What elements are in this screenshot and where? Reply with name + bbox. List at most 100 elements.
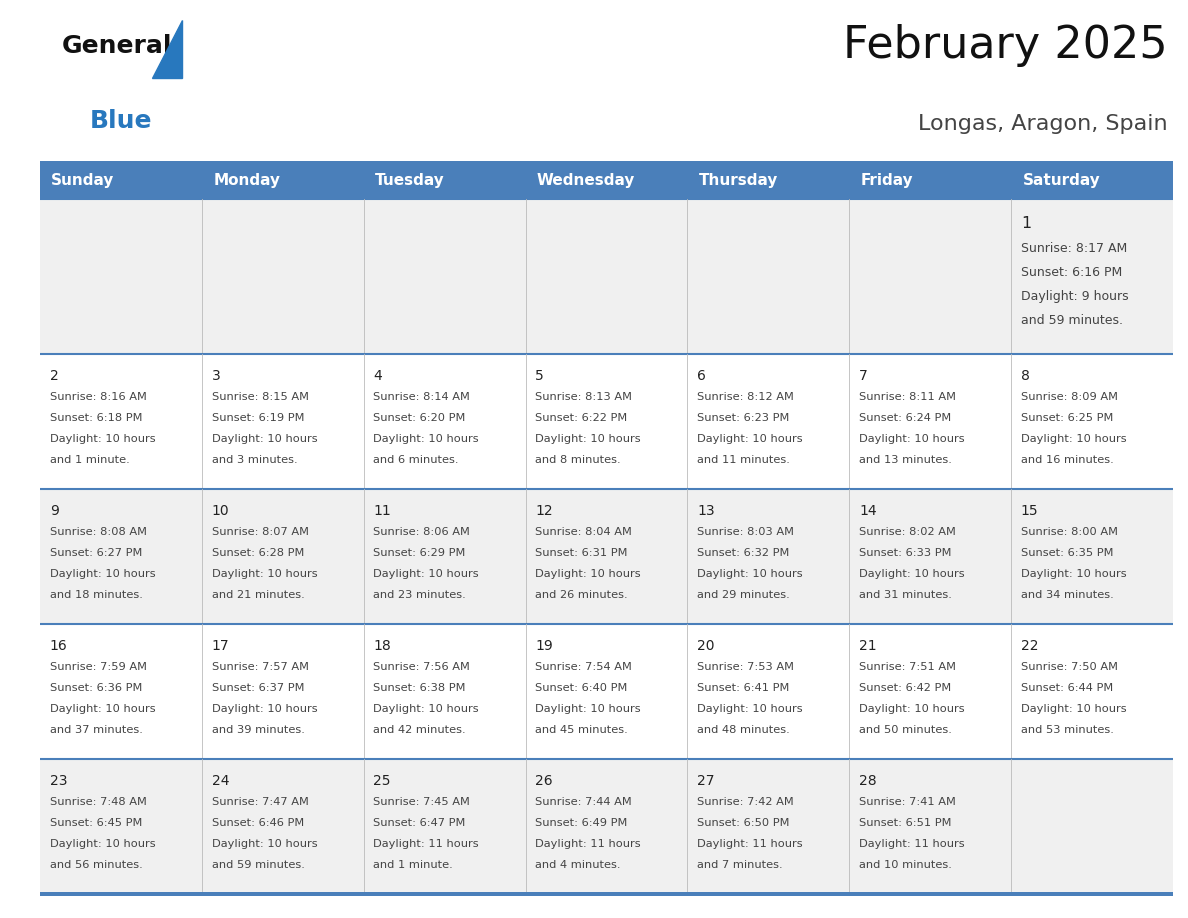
Text: 28: 28 (859, 774, 877, 788)
Text: 2: 2 (50, 369, 58, 383)
Text: 9: 9 (50, 504, 58, 518)
Text: Sunrise: 7:59 AM: Sunrise: 7:59 AM (50, 662, 146, 672)
Text: and 59 minutes.: and 59 minutes. (211, 859, 304, 869)
Text: Daylight: 11 hours: Daylight: 11 hours (536, 839, 640, 848)
Text: 3: 3 (211, 369, 220, 383)
Text: 14: 14 (859, 504, 877, 518)
Text: Sunset: 6:18 PM: Sunset: 6:18 PM (50, 413, 143, 422)
Text: Sunrise: 8:07 AM: Sunrise: 8:07 AM (211, 527, 309, 537)
Text: and 50 minutes.: and 50 minutes. (859, 724, 952, 734)
Text: Daylight: 10 hours: Daylight: 10 hours (697, 568, 803, 578)
Text: Sunset: 6:51 PM: Sunset: 6:51 PM (859, 818, 952, 828)
Text: and 56 minutes.: and 56 minutes. (50, 859, 143, 869)
Text: Daylight: 10 hours: Daylight: 10 hours (50, 568, 156, 578)
Text: Sunset: 6:22 PM: Sunset: 6:22 PM (536, 413, 627, 422)
Text: Sunrise: 7:42 AM: Sunrise: 7:42 AM (697, 797, 794, 807)
Text: Sunrise: 8:08 AM: Sunrise: 8:08 AM (50, 527, 146, 537)
Text: Sunrise: 7:53 AM: Sunrise: 7:53 AM (697, 662, 794, 672)
Text: Daylight: 10 hours: Daylight: 10 hours (211, 568, 317, 578)
Text: Sunrise: 7:56 AM: Sunrise: 7:56 AM (373, 662, 470, 672)
Text: Sunrise: 7:44 AM: Sunrise: 7:44 AM (536, 797, 632, 807)
Text: Sunrise: 8:15 AM: Sunrise: 8:15 AM (211, 392, 309, 402)
Text: and 1 minute.: and 1 minute. (50, 454, 129, 465)
Text: 26: 26 (536, 774, 552, 788)
Text: 12: 12 (536, 504, 552, 518)
Text: and 3 minutes.: and 3 minutes. (211, 454, 297, 465)
Text: Sunrise: 7:47 AM: Sunrise: 7:47 AM (211, 797, 309, 807)
Text: 25: 25 (373, 774, 391, 788)
Text: Sunrise: 8:06 AM: Sunrise: 8:06 AM (373, 527, 470, 537)
Text: and 21 minutes.: and 21 minutes. (211, 589, 304, 599)
Text: and 16 minutes.: and 16 minutes. (1020, 454, 1113, 465)
Text: Sunset: 6:16 PM: Sunset: 6:16 PM (1020, 266, 1123, 279)
Text: Sunrise: 7:54 AM: Sunrise: 7:54 AM (536, 662, 632, 672)
Text: and 1 minute.: and 1 minute. (373, 859, 453, 869)
Text: 4: 4 (373, 369, 383, 383)
Text: Sunrise: 8:11 AM: Sunrise: 8:11 AM (859, 392, 956, 402)
Text: Sunrise: 8:09 AM: Sunrise: 8:09 AM (1020, 392, 1118, 402)
Text: Blue: Blue (90, 108, 152, 132)
Text: Wednesday: Wednesday (537, 174, 636, 188)
Text: and 18 minutes.: and 18 minutes. (50, 589, 143, 599)
Text: 27: 27 (697, 774, 715, 788)
Text: Sunset: 6:40 PM: Sunset: 6:40 PM (536, 683, 627, 693)
Text: Daylight: 11 hours: Daylight: 11 hours (859, 839, 965, 848)
Polygon shape (152, 19, 182, 78)
Text: Daylight: 10 hours: Daylight: 10 hours (859, 568, 965, 578)
Text: Sunrise: 8:14 AM: Sunrise: 8:14 AM (373, 392, 470, 402)
Text: and 45 minutes.: and 45 minutes. (536, 724, 628, 734)
Text: Sunrise: 8:03 AM: Sunrise: 8:03 AM (697, 527, 794, 537)
Text: Sunset: 6:24 PM: Sunset: 6:24 PM (859, 413, 952, 422)
Text: 15: 15 (1020, 504, 1038, 518)
Text: Sunset: 6:35 PM: Sunset: 6:35 PM (1020, 548, 1113, 558)
Text: and 53 minutes.: and 53 minutes. (1020, 724, 1113, 734)
Text: Sunrise: 7:48 AM: Sunrise: 7:48 AM (50, 797, 146, 807)
Text: and 26 minutes.: and 26 minutes. (536, 589, 628, 599)
Text: Sunset: 6:25 PM: Sunset: 6:25 PM (1020, 413, 1113, 422)
Text: 23: 23 (50, 774, 68, 788)
Text: Sunrise: 8:13 AM: Sunrise: 8:13 AM (536, 392, 632, 402)
Text: Sunrise: 7:57 AM: Sunrise: 7:57 AM (211, 662, 309, 672)
Text: Saturday: Saturday (1023, 174, 1100, 188)
Text: 16: 16 (50, 639, 68, 653)
Text: and 13 minutes.: and 13 minutes. (859, 454, 952, 465)
Text: and 11 minutes.: and 11 minutes. (697, 454, 790, 465)
Text: and 42 minutes.: and 42 minutes. (373, 724, 466, 734)
Text: 13: 13 (697, 504, 715, 518)
Text: Sunset: 6:37 PM: Sunset: 6:37 PM (211, 683, 304, 693)
Text: Sunset: 6:42 PM: Sunset: 6:42 PM (859, 683, 952, 693)
Text: 5: 5 (536, 369, 544, 383)
Text: Sunrise: 8:12 AM: Sunrise: 8:12 AM (697, 392, 794, 402)
Text: Friday: Friday (860, 174, 914, 188)
Text: Daylight: 10 hours: Daylight: 10 hours (1020, 433, 1126, 443)
Text: Daylight: 9 hours: Daylight: 9 hours (1020, 290, 1129, 304)
Text: 21: 21 (859, 639, 877, 653)
Text: Daylight: 10 hours: Daylight: 10 hours (859, 433, 965, 443)
Text: Thursday: Thursday (699, 174, 778, 188)
Text: Daylight: 10 hours: Daylight: 10 hours (211, 839, 317, 848)
Text: and 6 minutes.: and 6 minutes. (373, 454, 459, 465)
Text: Daylight: 10 hours: Daylight: 10 hours (1020, 568, 1126, 578)
Text: and 34 minutes.: and 34 minutes. (1020, 589, 1113, 599)
Text: and 37 minutes.: and 37 minutes. (50, 724, 143, 734)
Text: Sunset: 6:33 PM: Sunset: 6:33 PM (859, 548, 952, 558)
Text: Sunrise: 8:04 AM: Sunrise: 8:04 AM (536, 527, 632, 537)
Text: Daylight: 10 hours: Daylight: 10 hours (536, 704, 640, 713)
Text: Daylight: 10 hours: Daylight: 10 hours (859, 704, 965, 713)
Text: Sunset: 6:38 PM: Sunset: 6:38 PM (373, 683, 466, 693)
Text: Daylight: 10 hours: Daylight: 10 hours (211, 704, 317, 713)
Text: Daylight: 10 hours: Daylight: 10 hours (373, 704, 479, 713)
Text: Sunset: 6:49 PM: Sunset: 6:49 PM (536, 818, 627, 828)
Text: Sunset: 6:28 PM: Sunset: 6:28 PM (211, 548, 304, 558)
Text: Daylight: 10 hours: Daylight: 10 hours (373, 568, 479, 578)
Text: Sunset: 6:41 PM: Sunset: 6:41 PM (697, 683, 790, 693)
Text: 7: 7 (859, 369, 867, 383)
Text: Sunset: 6:44 PM: Sunset: 6:44 PM (1020, 683, 1113, 693)
Text: Monday: Monday (213, 174, 280, 188)
Text: 11: 11 (373, 504, 391, 518)
Text: Daylight: 10 hours: Daylight: 10 hours (1020, 704, 1126, 713)
Text: Daylight: 10 hours: Daylight: 10 hours (536, 568, 640, 578)
Text: Sunset: 6:46 PM: Sunset: 6:46 PM (211, 818, 304, 828)
Text: Sunrise: 8:02 AM: Sunrise: 8:02 AM (859, 527, 956, 537)
Text: 24: 24 (211, 774, 229, 788)
